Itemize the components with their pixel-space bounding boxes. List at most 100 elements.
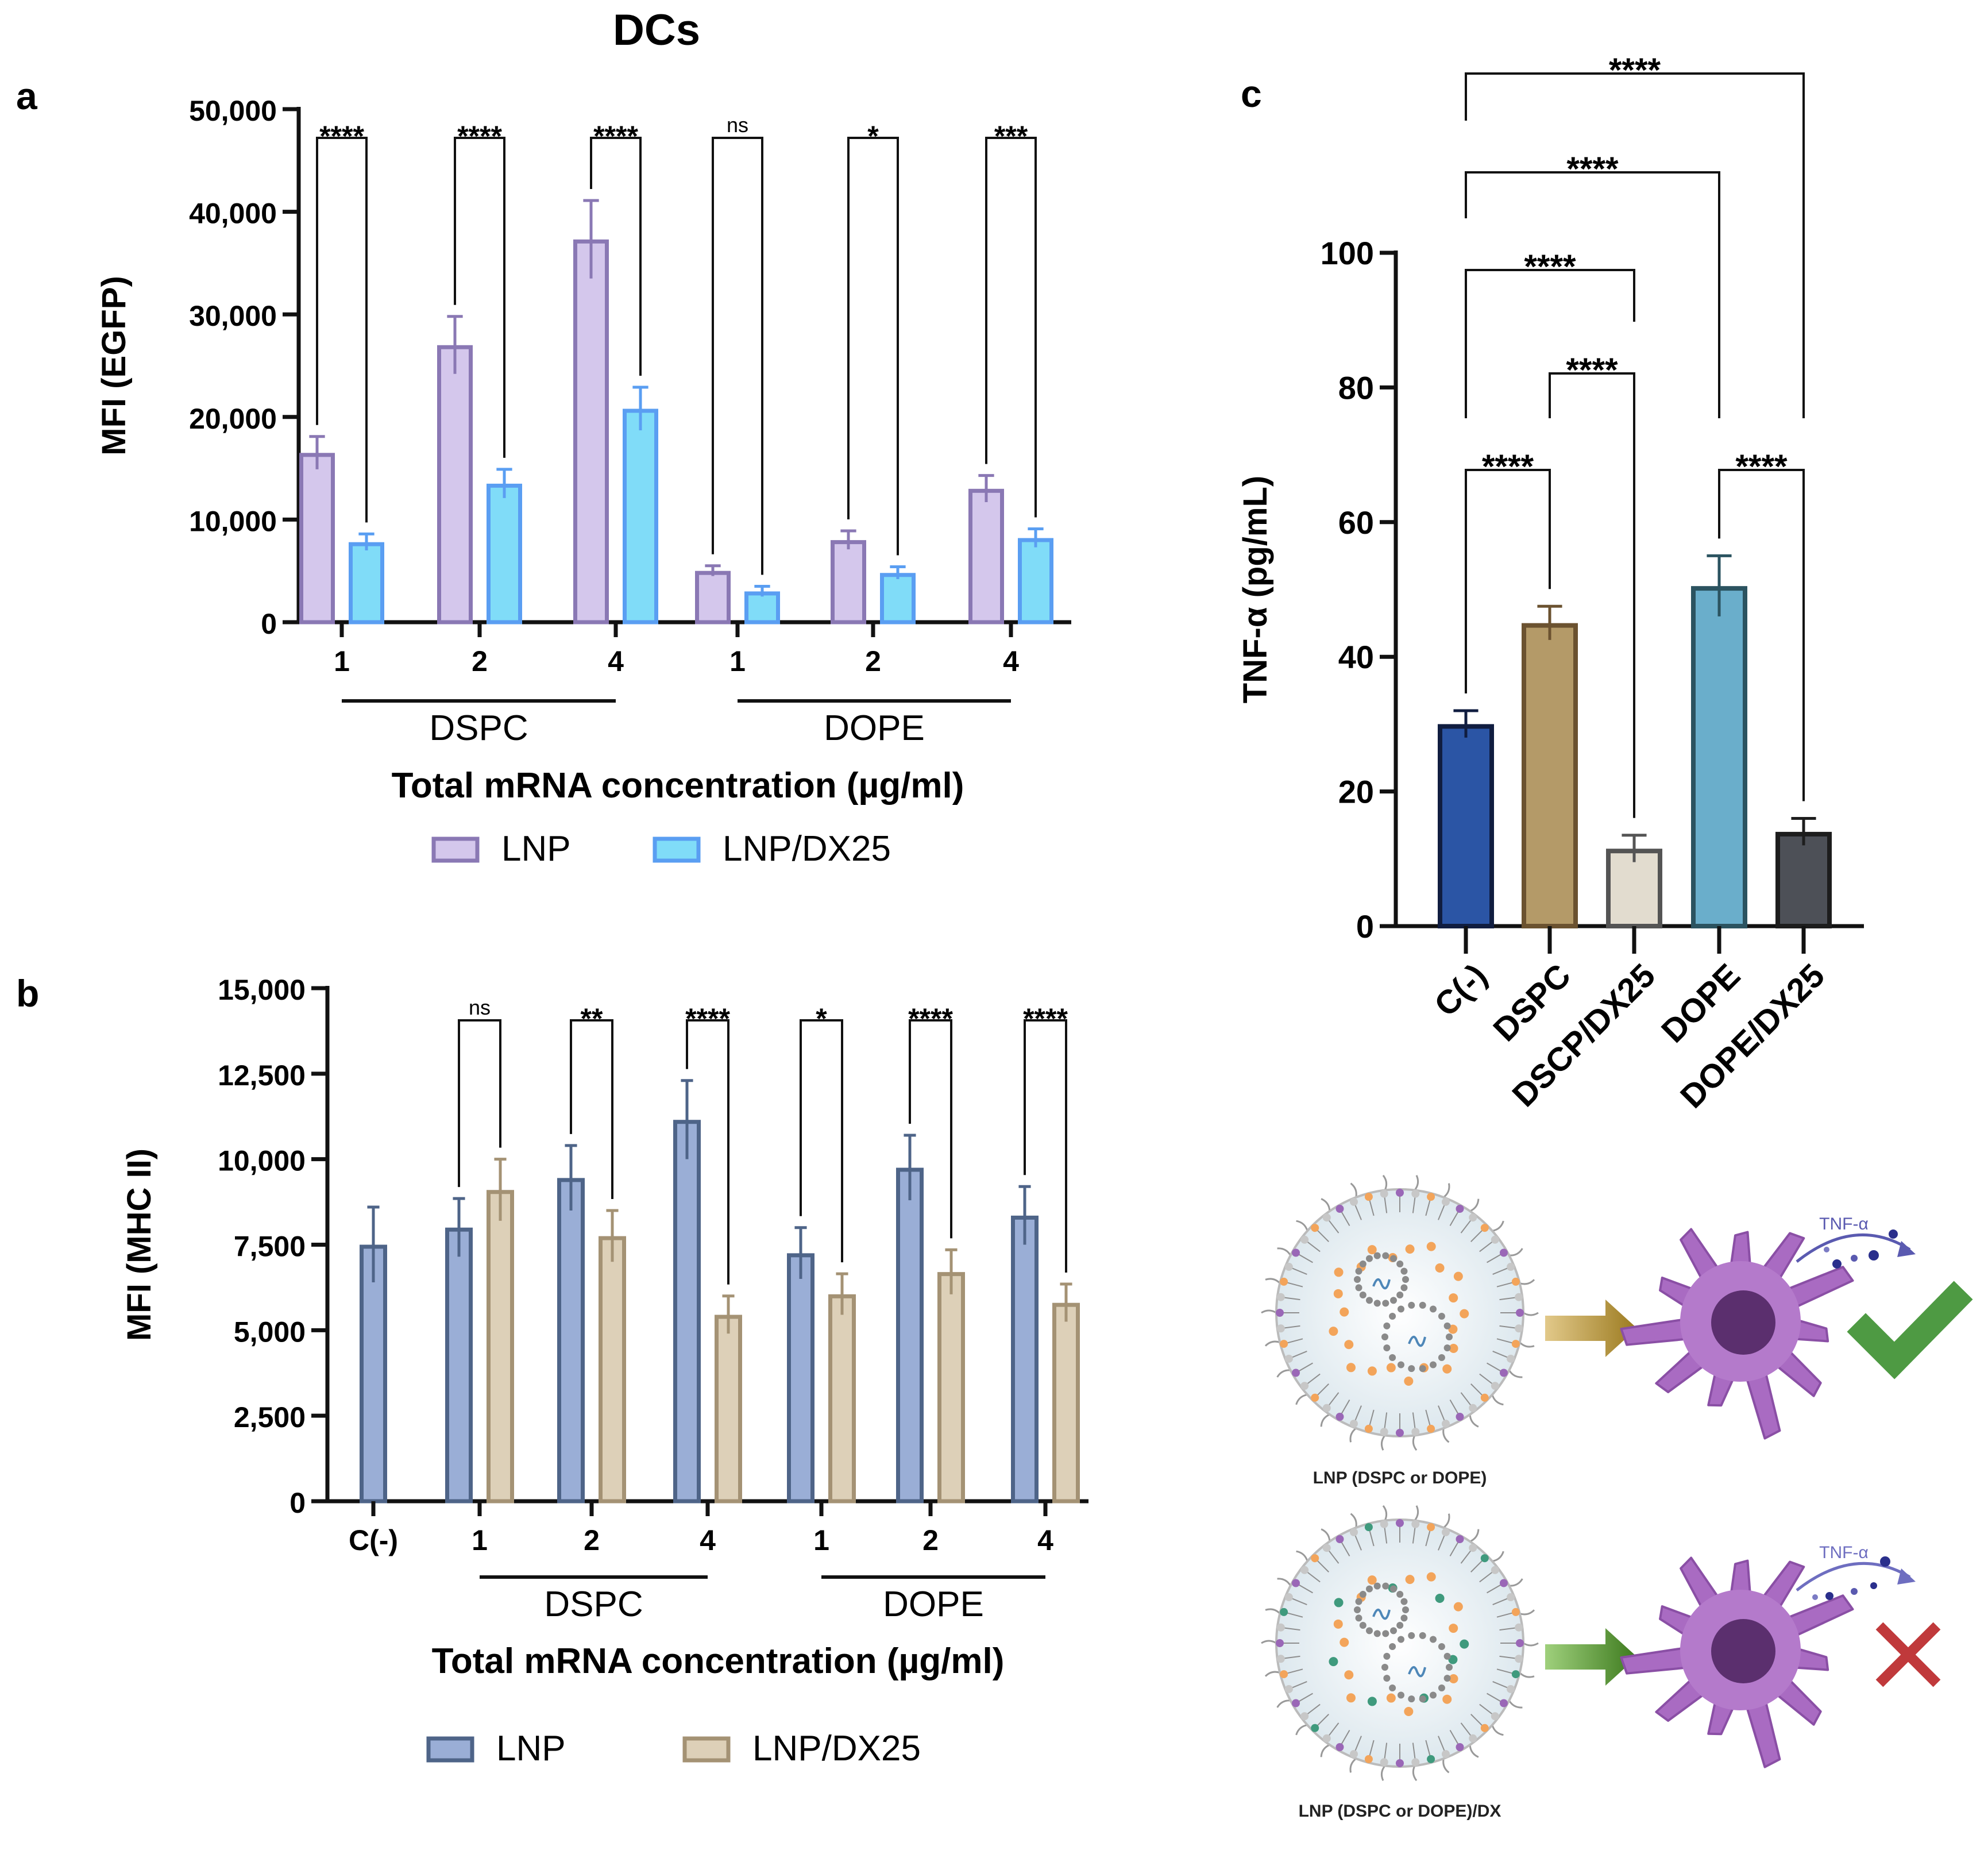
chart-a-group-label: DSPC	[429, 708, 528, 748]
inner-vesicle-bead	[1354, 1276, 1361, 1283]
chart-a-y-axis-label: MFI (EGFP)	[95, 276, 133, 456]
lipid-head	[1350, 1750, 1358, 1759]
peg-chain	[1295, 1724, 1308, 1736]
lipid-head	[1491, 1382, 1499, 1390]
lipid-head	[1491, 1235, 1499, 1244]
inner-vesicle-bead	[1443, 1344, 1451, 1352]
chart-b-bar-dx25	[487, 1190, 514, 1504]
inner-vesicle-bead	[1398, 1361, 1404, 1369]
chart-a-significance-label: ****	[593, 120, 638, 152]
inner-vesicle-bead	[1443, 1652, 1451, 1660]
lipid-head	[1276, 1655, 1285, 1663]
chart-a-egfp: 0 10,000 20,000 30,000 40,000 50,000 MFI (EGFP…	[95, 95, 1071, 869]
lipid-head	[1491, 1712, 1499, 1721]
inner-vesicle-bead	[1366, 1255, 1373, 1262]
chart-c-bar	[1606, 849, 1662, 928]
chart-b-legend-label: LNP	[496, 1729, 566, 1768]
panel-label-a: a	[16, 75, 38, 117]
chart-a-bar-lnp	[299, 453, 335, 625]
lipid-head	[1411, 1520, 1420, 1528]
ionizable-lipid	[1346, 1693, 1356, 1703]
lipid-head	[1284, 1684, 1293, 1693]
lipid-head	[1322, 1734, 1331, 1743]
chart-a-significance-bracket	[454, 137, 505, 458]
chart-a-x-tick-label: 2	[865, 645, 881, 677]
lipid-head	[1456, 1743, 1464, 1751]
chart-b-significance-bracket	[800, 1019, 843, 1263]
chart-b-y-tick-label: 10,000	[218, 1145, 306, 1177]
chart-b-x-tick-label: 2	[584, 1524, 600, 1556]
inner-vesicle-bead	[1430, 1636, 1437, 1643]
inner-vesicle-bead	[1355, 1284, 1362, 1292]
peg-chain	[1508, 1700, 1523, 1709]
inner-vesicle-bead	[1373, 1252, 1381, 1259]
lipid-head	[1469, 1544, 1477, 1552]
peg-chain	[1519, 1279, 1535, 1285]
lipid-head	[1284, 1593, 1293, 1602]
dendritic-cell-bottom-icon	[1620, 1556, 1854, 1768]
lipid-head	[1507, 1263, 1515, 1271]
chart-b-significance-bracket	[570, 1019, 613, 1199]
lipid-head	[1456, 1205, 1464, 1213]
lipid-head	[1507, 1684, 1515, 1693]
peg-chain	[1469, 1414, 1479, 1428]
lipid-head	[1300, 1382, 1309, 1390]
chart-b-significance-bracket	[686, 1019, 729, 1285]
lipid-head	[1469, 1213, 1477, 1222]
lipid-head	[1511, 1277, 1520, 1286]
lipid-head	[1515, 1655, 1523, 1663]
ionizable-lipid	[1449, 1344, 1458, 1354]
lipid-head	[1292, 1579, 1300, 1587]
chart-b-bar-lnp	[445, 1227, 473, 1504]
inner-vesicle-bead	[1359, 1621, 1366, 1629]
ionizable-lipid	[1367, 1366, 1377, 1376]
lipid-head	[1276, 1639, 1284, 1647]
lipid-head	[1396, 1429, 1404, 1437]
lipid-head	[1292, 1699, 1300, 1707]
lipid-head	[1276, 1623, 1285, 1632]
ionizable-lipid	[1367, 1575, 1377, 1585]
lipid-head	[1280, 1277, 1288, 1286]
peg-chain	[1508, 1370, 1523, 1378]
chart-c-significance-bracket	[1465, 269, 1635, 418]
lipid-head	[1300, 1566, 1309, 1574]
lipid-head	[1380, 1428, 1388, 1436]
chart-b-x-tick-label: 1	[813, 1524, 829, 1556]
mechanism-schematic: TNF-α TNF-α LNP (DSPC or DOPE) LNP (DSPC…	[1261, 1174, 1973, 1821]
peg-chain	[1321, 1528, 1331, 1542]
inner-vesicle-bead	[1383, 1675, 1391, 1682]
inner-vesicle-bead	[1400, 1267, 1408, 1275]
chart-c-y-tick-label: 80	[1338, 369, 1374, 406]
peg-chain	[1491, 1394, 1504, 1406]
chart-a-x-axis-label: Total mRNA concentration (µg/ml)	[392, 766, 964, 805]
peg-chain	[1442, 1428, 1450, 1443]
lipid-head	[1335, 1205, 1344, 1213]
chart-a-x-tick-label: 4	[608, 645, 624, 677]
secretion-arrow-top-icon	[1796, 1233, 1911, 1263]
mrna-strand	[1408, 1666, 1426, 1678]
ionizable-lipid	[1334, 1598, 1344, 1608]
chart-b-significance-label: ns	[469, 996, 491, 1019]
chart-a-legend-label: LNP	[501, 829, 571, 869]
peg-chain	[1443, 1183, 1450, 1198]
peg-chain	[1469, 1529, 1480, 1543]
chart-b-y-tick-label: 0	[289, 1487, 306, 1519]
chart-b-bar-lnp	[1011, 1215, 1039, 1504]
chart-a-legend-swatch	[653, 837, 701, 863]
chart-c-significance-bracket	[1549, 372, 1635, 818]
lipid-head	[1411, 1189, 1420, 1198]
inner-vesicle-bead	[1402, 1276, 1409, 1283]
tnf-label-bottom: TNF-α	[1819, 1543, 1869, 1562]
chart-c-significance-bracket	[1465, 72, 1805, 418]
tnf-label-top: TNF-α	[1819, 1215, 1869, 1233]
inner-vesicle-bead	[1359, 1591, 1366, 1598]
inner-vesicle-bead	[1438, 1684, 1445, 1691]
inner-vesicle-bead	[1390, 1585, 1397, 1593]
peg-chain	[1523, 1312, 1539, 1316]
ionizable-lipid	[1333, 1619, 1343, 1629]
inner-vesicle-bead	[1366, 1627, 1373, 1635]
inner-vesicle-bead	[1389, 1313, 1396, 1320]
chart-a-bar-dx25	[623, 408, 658, 625]
lipid-head	[1469, 1734, 1477, 1743]
chart-b-bar-dx25	[937, 1272, 965, 1504]
